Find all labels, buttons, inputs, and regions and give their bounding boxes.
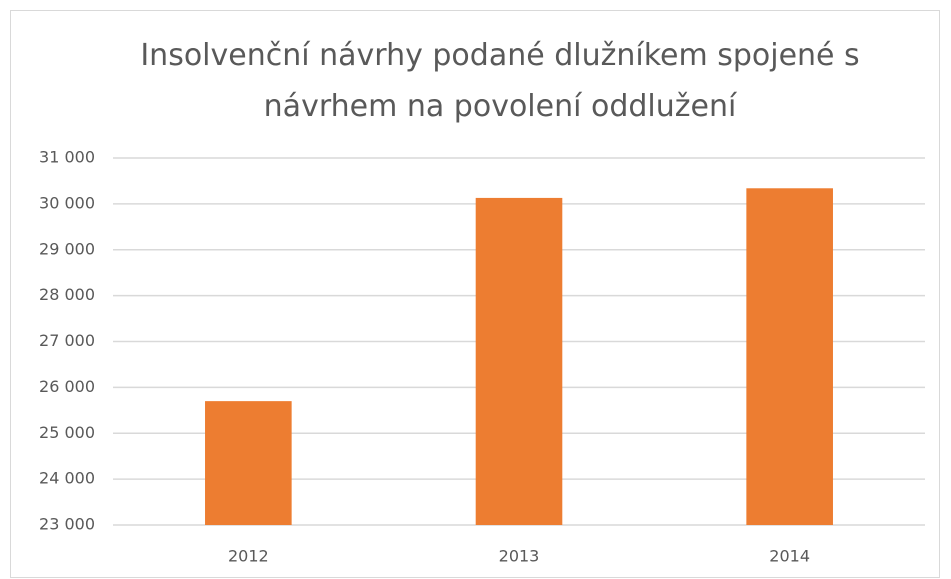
chart-frame	[10, 10, 940, 578]
y-tick-label: 23 000	[39, 515, 95, 534]
y-tick-label: 30 000	[39, 193, 95, 212]
x-tick-label: 2014	[769, 547, 810, 566]
y-tick-label: 28 000	[39, 285, 95, 304]
y-tick-label: 29 000	[39, 239, 95, 258]
chart-title: Insolvenční návrhy podané dlužníkem spoj…	[140, 38, 860, 124]
bar	[475, 197, 563, 525]
x-tick-label: 2013	[499, 547, 540, 566]
y-tick-label: 27 000	[39, 331, 95, 350]
y-tick-label: 26 000	[39, 377, 95, 396]
x-tick-label: 2012	[228, 547, 269, 566]
y-tick-label: 31 000	[39, 148, 95, 167]
y-tick-label: 25 000	[39, 423, 95, 442]
bar	[205, 401, 292, 525]
bar	[746, 188, 833, 525]
y-tick-label: 24 000	[39, 469, 95, 488]
